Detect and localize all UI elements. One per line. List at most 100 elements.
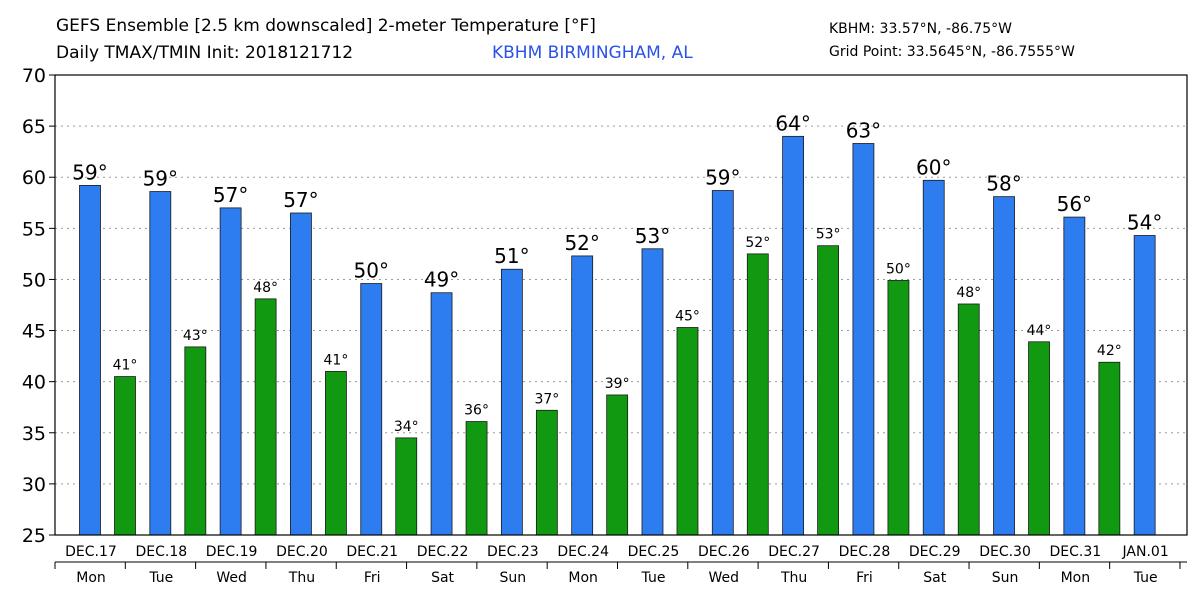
tmax-value-label: 59° xyxy=(143,167,178,191)
location-label: KBHM BIRMINGHAM, AL xyxy=(492,43,693,63)
tmin-value-label: 44° xyxy=(1027,323,1052,339)
date-label: DEC.24 xyxy=(557,544,609,560)
tmax-bar xyxy=(430,292,453,536)
weekday-label: Tue xyxy=(641,570,666,586)
tmax-value-label: 53° xyxy=(635,224,670,248)
date-label: DEC.30 xyxy=(979,544,1031,560)
tmin-bar xyxy=(254,298,277,536)
y-tick-label: 70 xyxy=(22,65,46,87)
tmin-value-label: 43° xyxy=(183,328,208,344)
weekday-label: Fri xyxy=(856,570,873,586)
tmin-bar xyxy=(887,280,910,536)
tmax-value-label: 60° xyxy=(916,155,951,179)
tmin-bar xyxy=(535,409,558,536)
tmin-value-label: 41° xyxy=(324,352,349,368)
grid-point-coordinates: Grid Point: 33.5645°N, -86.7555°W xyxy=(829,44,1075,60)
tmax-value-label: 50° xyxy=(354,259,389,283)
tmin-bar xyxy=(957,303,980,536)
weekday-label: Mon xyxy=(1061,570,1091,586)
tmin-bar xyxy=(325,371,347,536)
tmax-bar xyxy=(571,255,594,536)
tmin-bar xyxy=(746,253,769,536)
tmax-value-label: 56° xyxy=(1057,192,1092,216)
weekday-label: Tue xyxy=(1133,570,1158,586)
weekday-label: Tue xyxy=(148,570,173,586)
tmax-value-label: 57° xyxy=(283,188,318,212)
tmin-value-label: 50° xyxy=(886,261,911,277)
weekday-label: Thu xyxy=(780,570,807,586)
y-tick-label: 45 xyxy=(22,321,46,343)
tmax-bar xyxy=(641,248,664,536)
tmax-bar xyxy=(149,191,172,536)
tmin-bar xyxy=(1098,361,1121,536)
weekday-label: Wed xyxy=(216,570,247,586)
tmin-value-label: 45° xyxy=(675,308,700,324)
weekday-label: Mon xyxy=(76,570,106,586)
tmin-value-label: 39° xyxy=(605,376,630,392)
tmax-bar xyxy=(500,268,523,536)
tmin-value-label: 48° xyxy=(956,285,981,301)
weekday-label: Sun xyxy=(992,570,1019,586)
tmin-value-label: 42° xyxy=(1097,343,1122,359)
tmax-value-label: 54° xyxy=(1127,210,1162,234)
tmax-value-label: 57° xyxy=(213,183,248,207)
tmax-bar xyxy=(1063,216,1086,536)
tmax-value-label: 58° xyxy=(986,172,1021,196)
chart-subtitle: Daily TMAX/TMIN Init: 2018121712 xyxy=(56,43,354,63)
y-tick-label: 40 xyxy=(22,372,46,394)
y-tick-label: 55 xyxy=(22,218,46,240)
date-label: DEC.20 xyxy=(276,544,328,560)
weekday-label: Fri xyxy=(364,570,381,586)
y-tick-label: 60 xyxy=(22,167,46,189)
y-tick-label: 35 xyxy=(22,423,46,445)
date-label: DEC.17 xyxy=(65,544,117,560)
tmax-bar xyxy=(922,179,945,536)
date-label: DEC.21 xyxy=(346,544,398,560)
tmax-bar xyxy=(782,135,805,536)
tmax-value-label: 52° xyxy=(564,231,599,255)
y-tick-label: 25 xyxy=(22,525,46,547)
tmax-value-label: 63° xyxy=(846,118,881,142)
weekday-label: Mon xyxy=(568,570,598,586)
date-label: DEC.26 xyxy=(698,544,750,560)
tmin-bar xyxy=(465,421,488,536)
tmin-bar xyxy=(1028,341,1050,536)
date-label: DEC.27 xyxy=(768,544,820,560)
weekday-label: Wed xyxy=(709,570,740,586)
tmin-value-label: 37° xyxy=(534,391,559,407)
station-coordinates: KBHM: 33.57°N, -86.75°W xyxy=(829,21,1012,37)
tmin-bar xyxy=(606,394,629,536)
tmax-value-label: 64° xyxy=(775,111,810,135)
weekday-label: Sat xyxy=(923,570,946,586)
tmax-value-label: 59° xyxy=(72,160,107,184)
tmax-bar xyxy=(1133,235,1156,536)
tmax-value-label: 49° xyxy=(424,268,459,292)
tmax-bar xyxy=(79,184,101,536)
weekday-label: Sun xyxy=(500,570,527,586)
tmin-value-label: 53° xyxy=(816,227,841,243)
tmin-bar xyxy=(676,327,699,536)
tmin-bar xyxy=(817,245,840,536)
tmin-value-label: 36° xyxy=(464,403,489,419)
weekday-label: Sat xyxy=(431,570,454,586)
date-label: DEC.25 xyxy=(628,544,680,560)
date-label: JAN.01 xyxy=(1122,544,1169,560)
date-label: DEC.22 xyxy=(417,544,469,560)
tmax-bar xyxy=(852,143,875,536)
tmax-value-label: 59° xyxy=(705,166,740,190)
date-label: DEC.28 xyxy=(839,544,891,560)
tmin-value-label: 48° xyxy=(253,280,278,296)
y-tick-label: 65 xyxy=(22,116,46,138)
tmin-bar xyxy=(114,376,136,536)
y-tick-label: 50 xyxy=(22,269,46,291)
date-label: DEC.29 xyxy=(909,544,961,560)
tmin-value-label: 41° xyxy=(113,358,138,374)
tmax-bar xyxy=(711,190,734,536)
date-label: DEC.18 xyxy=(135,544,187,560)
plot-frame xyxy=(54,74,1188,536)
tmax-bar xyxy=(219,207,242,536)
chart-title: GEFS Ensemble [2.5 km downscaled] 2-mete… xyxy=(56,16,596,36)
tmax-bar xyxy=(993,196,1015,536)
tmin-bar xyxy=(184,346,207,536)
